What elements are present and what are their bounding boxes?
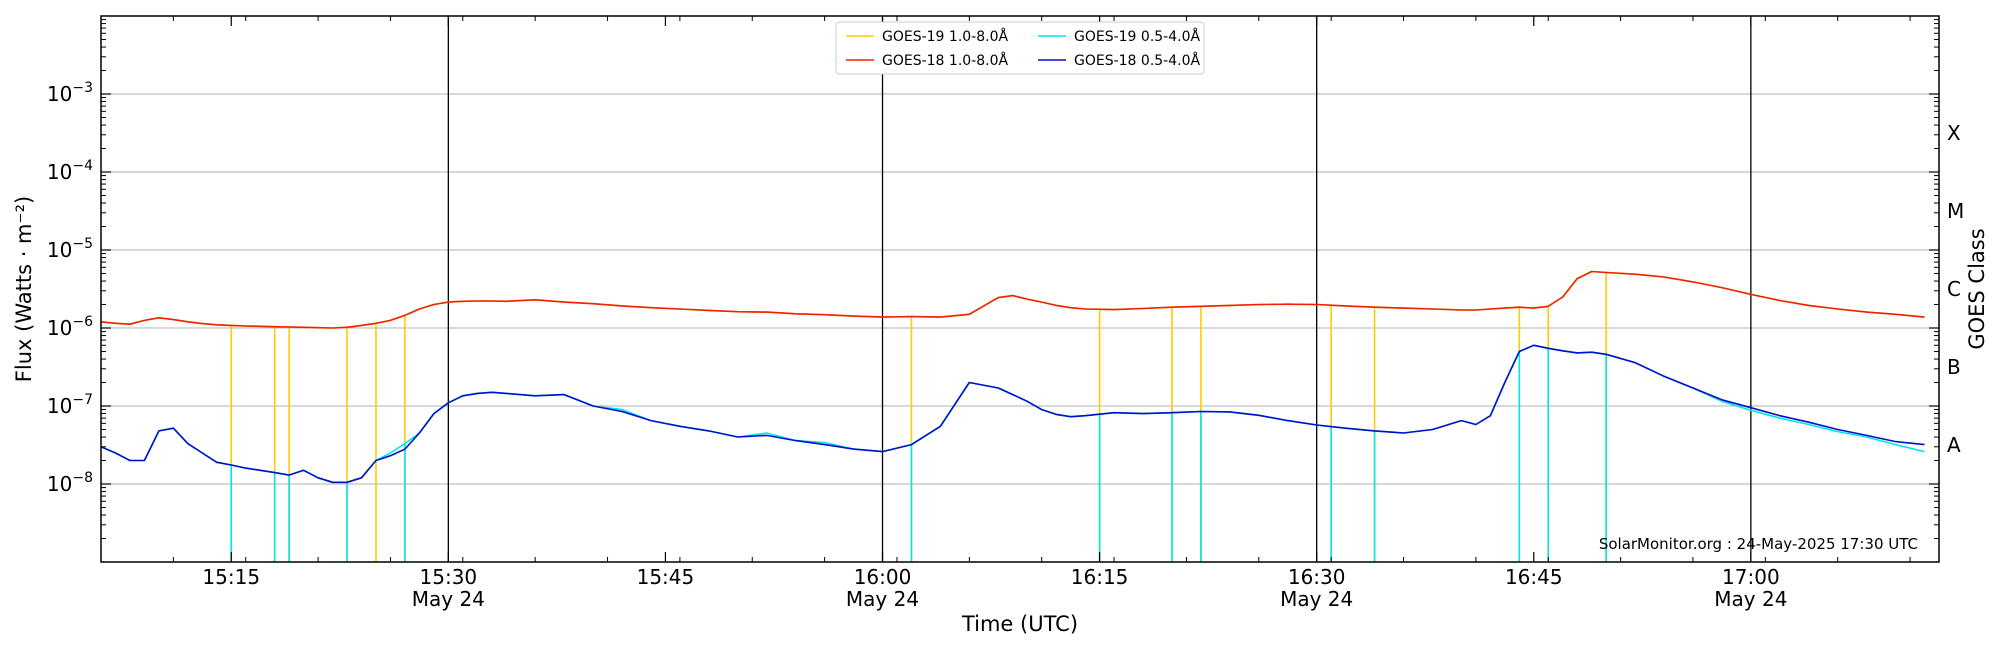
y-tick-label: 10−5 bbox=[47, 236, 93, 262]
x-tick-sublabel: May 24 bbox=[1280, 587, 1353, 611]
credit-text: SolarMonitor.org : 24-May-2025 17:30 UTC bbox=[1599, 535, 1918, 553]
y-tick-label: 10−8 bbox=[47, 470, 93, 496]
x-tick-label: 17:00 bbox=[1722, 565, 1780, 589]
legend-entry-label: GOES-18 1.0-8.0Å bbox=[882, 52, 1008, 69]
goes-class-label: X bbox=[1947, 121, 1961, 145]
x-tick-label: 16:30 bbox=[1288, 565, 1346, 589]
series-lines bbox=[100, 270, 1925, 484]
goes-class-label: M bbox=[1947, 199, 1964, 223]
series-line bbox=[100, 344, 1925, 484]
x-tick-label: 16:15 bbox=[1071, 565, 1129, 589]
legend: GOES-19 1.0-8.0Å GOES-19 0.5-4.0Å GOES-18 … bbox=[835, 21, 1205, 75]
x-tick-sublabel: May 24 bbox=[412, 587, 485, 611]
series-line bbox=[100, 270, 1925, 329]
legend-entry-label: GOES-18 0.5-4.0Å bbox=[1074, 52, 1200, 69]
x-tick-sublabel: May 24 bbox=[846, 587, 919, 611]
x-tick-label: 16:45 bbox=[1505, 565, 1563, 589]
y-tick-label: 10−7 bbox=[47, 392, 93, 418]
y-tick-label: 10−3 bbox=[47, 80, 93, 106]
y-tick-label: 10−4 bbox=[47, 158, 93, 184]
y-axis-label: Flux (Watts · m⁻²) bbox=[12, 196, 36, 382]
legend-box bbox=[835, 21, 1205, 75]
goes-class-label: A bbox=[1947, 433, 1961, 457]
grid-lines bbox=[101, 93, 1939, 485]
day-marker-lines bbox=[447, 16, 1752, 562]
x-tick-label: 16:00 bbox=[854, 565, 912, 589]
x-tick-label: 15:30 bbox=[420, 565, 478, 589]
legend-entry-label: GOES-19 1.0-8.0Å bbox=[882, 28, 1008, 45]
plot-frame bbox=[100, 15, 1940, 563]
x-axis-label: Time (UTC) bbox=[961, 612, 1078, 636]
x-tick-sublabel: May 24 bbox=[1714, 587, 1787, 611]
goes-class-label: B bbox=[1947, 355, 1961, 379]
y-tick-label: 10−6 bbox=[47, 314, 93, 340]
dropout-spikes bbox=[230, 272, 1607, 562]
x-tick-label: 15:45 bbox=[637, 565, 695, 589]
axis-ticks bbox=[100, 16, 1939, 562]
goes-class-label: C bbox=[1947, 277, 1961, 301]
legend-entry-label: GOES-19 0.5-4.0Å bbox=[1074, 28, 1200, 45]
x-tick-label: 15:15 bbox=[202, 565, 260, 589]
y-axis-right-label: GOES Class bbox=[1965, 228, 1989, 349]
